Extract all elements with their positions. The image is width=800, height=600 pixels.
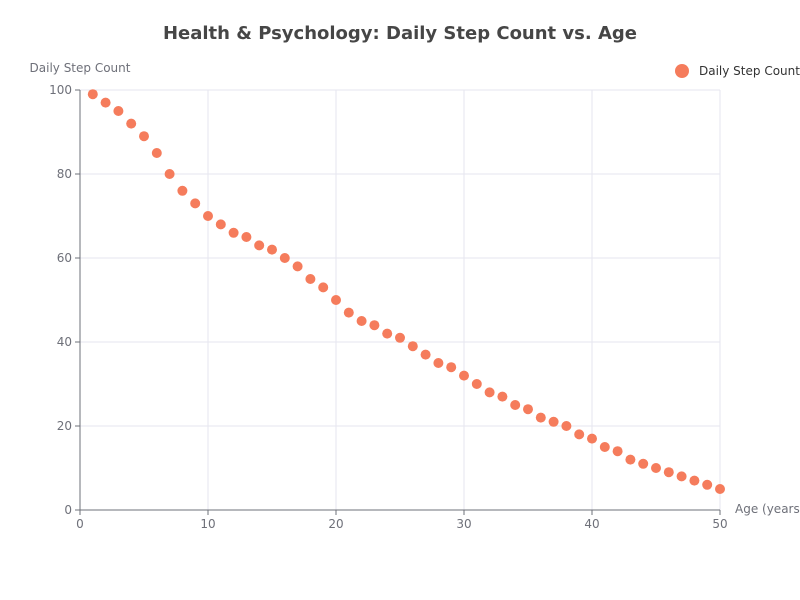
x-tick-label: 50 xyxy=(712,517,727,531)
data-point[interactable] xyxy=(446,362,457,373)
data-point[interactable] xyxy=(599,442,610,452)
grid-lines xyxy=(80,89,721,510)
y-tick-label: 40 xyxy=(57,335,72,349)
y-axis-label: Daily Step Count xyxy=(30,61,131,75)
data-point[interactable] xyxy=(318,282,329,293)
data-point[interactable] xyxy=(113,106,124,116)
x-tick-label: 10 xyxy=(200,517,215,531)
tick-labels: 0 20 40 60 80 100 0 10 20 30 40 50 xyxy=(49,83,728,531)
data-point[interactable] xyxy=(523,404,533,415)
x-tick-label: 40 xyxy=(584,517,599,531)
data-point[interactable] xyxy=(343,307,354,318)
data-points xyxy=(87,89,725,494)
data-point[interactable] xyxy=(535,412,546,423)
data-point[interactable] xyxy=(356,316,367,326)
x-tick-label: 20 xyxy=(328,517,343,531)
data-point[interactable] xyxy=(702,479,713,490)
x-tick-label: 0 xyxy=(76,517,84,531)
data-point[interactable] xyxy=(625,454,636,465)
data-point[interactable] xyxy=(331,295,341,305)
data-point[interactable] xyxy=(369,320,380,331)
data-point[interactable] xyxy=(254,240,265,251)
legend-label: Daily Step Count xyxy=(699,64,800,78)
data-point[interactable] xyxy=(100,97,111,108)
y-tick-label: 0 xyxy=(64,503,72,517)
data-point[interactable] xyxy=(638,458,649,469)
data-point[interactable] xyxy=(305,274,316,284)
data-point[interactable] xyxy=(139,131,149,142)
data-point[interactable] xyxy=(689,475,700,486)
data-point[interactable] xyxy=(433,358,444,368)
data-point[interactable] xyxy=(497,391,508,402)
data-point[interactable] xyxy=(126,118,137,129)
data-point[interactable] xyxy=(228,227,239,238)
data-point[interactable] xyxy=(715,484,725,494)
data-point[interactable] xyxy=(561,421,572,431)
x-tick-label: 30 xyxy=(456,517,471,531)
legend-marker-icon xyxy=(675,64,689,78)
data-point[interactable] xyxy=(587,433,597,444)
data-point[interactable] xyxy=(676,471,687,482)
data-point[interactable] xyxy=(382,328,393,339)
data-point[interactable] xyxy=(612,446,623,457)
data-point[interactable] xyxy=(548,416,559,427)
data-point[interactable] xyxy=(663,467,674,478)
y-tick-label: 60 xyxy=(57,251,72,265)
data-point[interactable] xyxy=(471,379,482,389)
data-point[interactable] xyxy=(292,261,303,272)
data-point[interactable] xyxy=(177,185,188,196)
data-point[interactable] xyxy=(279,253,290,263)
data-point[interactable] xyxy=(87,89,98,100)
data-point[interactable] xyxy=(407,341,418,352)
data-point[interactable] xyxy=(203,211,213,221)
data-point[interactable] xyxy=(215,219,226,230)
axes xyxy=(75,89,721,515)
chart-title: Health & Psychology: Daily Step Count vs… xyxy=(163,23,637,44)
data-point[interactable] xyxy=(164,169,175,179)
legend[interactable]: Daily Step Count xyxy=(675,64,800,78)
data-point[interactable] xyxy=(190,198,201,209)
data-point[interactable] xyxy=(241,232,252,242)
data-point[interactable] xyxy=(395,332,405,343)
x-axis-label: Age (years) xyxy=(735,502,800,516)
data-point[interactable] xyxy=(651,463,661,473)
y-tick-label: 100 xyxy=(49,83,72,97)
data-point[interactable] xyxy=(267,244,277,255)
y-tick-label: 80 xyxy=(57,167,72,181)
data-point[interactable] xyxy=(510,400,521,410)
data-point[interactable] xyxy=(459,370,469,381)
data-point[interactable] xyxy=(484,387,495,398)
data-point[interactable] xyxy=(151,148,162,158)
data-point[interactable] xyxy=(420,349,431,360)
y-tick-label: 20 xyxy=(57,419,72,433)
data-point[interactable] xyxy=(574,429,585,440)
